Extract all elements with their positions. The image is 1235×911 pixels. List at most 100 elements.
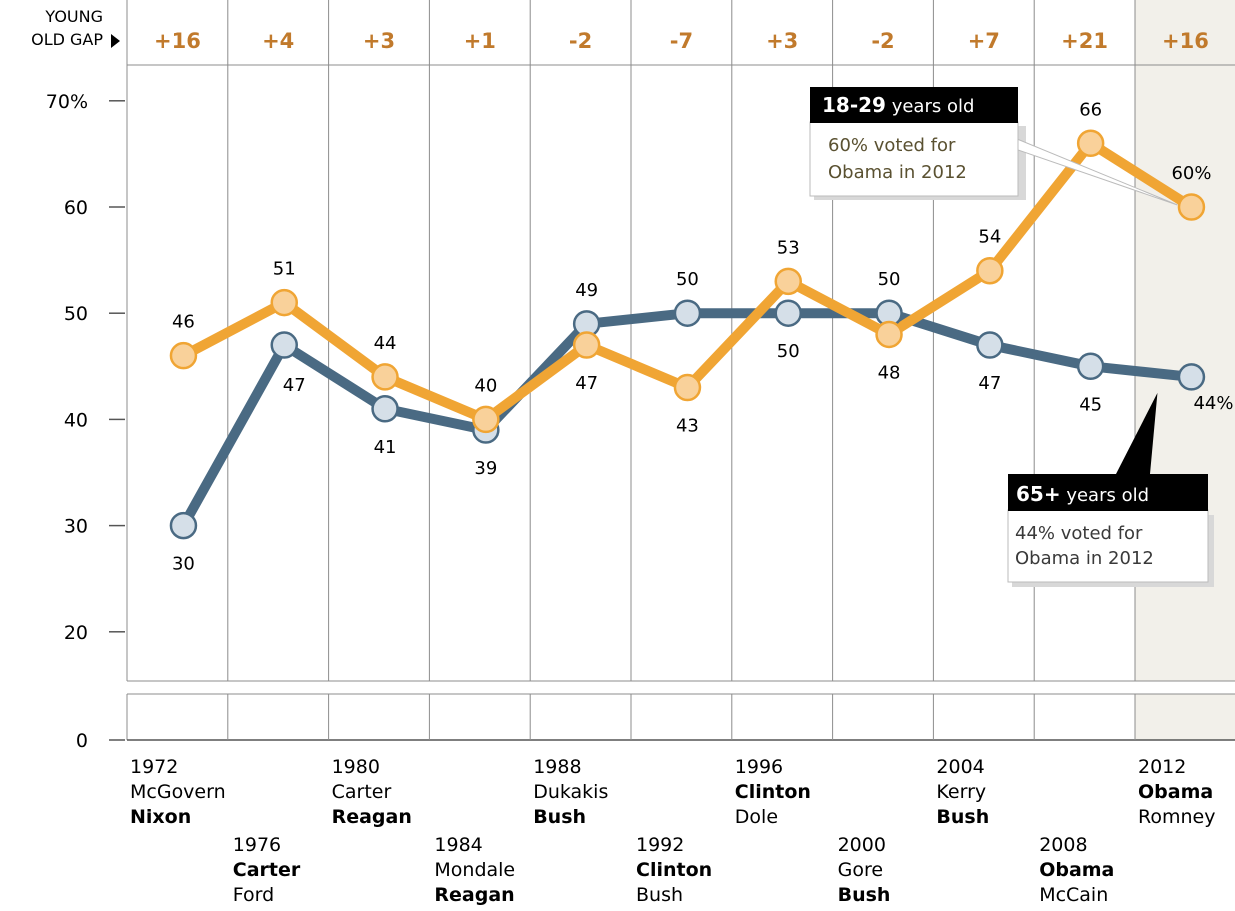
old-data-point (270, 331, 298, 359)
old-data-label: 50 (878, 269, 901, 290)
gap-value: -2 (569, 29, 592, 53)
y-tick-label: 0 (76, 730, 88, 752)
gap-header-line2: OLD GAP (31, 30, 103, 49)
gap-value: +3 (363, 29, 395, 53)
young-data-label: 46 (172, 312, 195, 333)
y-tick-label: 20 (64, 622, 88, 644)
old-data-label: 45 (1079, 394, 1102, 415)
old-data-point (371, 395, 399, 423)
gap-value: +21 (1061, 29, 1108, 53)
candidate-label: Romney (1138, 806, 1215, 828)
election-year-label: 1988 (533, 756, 581, 778)
old-callout-header: 65+ years old (1016, 482, 1149, 506)
gap-value: +16 (154, 29, 201, 53)
candidate-label: Dole (735, 806, 778, 828)
young-callout-header: 18-29 years old (822, 93, 974, 117)
young-data-point (169, 341, 198, 370)
old-data-label: 50 (676, 269, 699, 290)
candidate-label: Bush (838, 884, 891, 906)
young-data-point (1177, 193, 1206, 221)
young-data-point (572, 331, 601, 359)
old-data-label: 39 (474, 458, 497, 479)
y-tick-label: 40 (64, 409, 88, 431)
old-callout-header-bg (1008, 474, 1208, 511)
young-data-point (774, 267, 802, 296)
candidate-label: Carter (332, 781, 392, 803)
candidate-label: Obama (1138, 781, 1213, 803)
labels-layer: 46 51 44 40 47 43 53 48 54 66 60% 30 47 41 39 49 50 50 50 4… (130, 99, 1233, 906)
y-tick-label: 60 (64, 197, 88, 219)
candidate-label: Gore (838, 859, 883, 881)
old-data-point (774, 299, 802, 327)
young-data-label: 54 (978, 227, 1001, 248)
young-data-label: 66 (1079, 99, 1102, 120)
young-data-label: 48 (878, 362, 901, 383)
young-data-point (371, 363, 399, 391)
old-callout-line1: 44% voted for (1015, 523, 1143, 544)
old-callout-box (1007, 509, 1209, 583)
gap-value: -2 (871, 29, 894, 53)
election-year-label: 2008 (1039, 834, 1087, 856)
candidate-label: Ford (233, 884, 274, 906)
y-tick-label: 70% (46, 91, 88, 113)
old-data-point (169, 511, 198, 540)
young-data-label: 44 (374, 333, 397, 354)
election-year-label: 2012 (1138, 756, 1186, 778)
gap-value: +16 (1162, 29, 1209, 53)
candidate-label: Dukakis (533, 781, 608, 803)
candidate-label: Nixon (130, 806, 191, 828)
candidate-label: Bush (936, 806, 989, 828)
candidate-label: Carter (233, 859, 301, 881)
young-data-label: 43 (676, 416, 699, 437)
gap-value: -7 (670, 29, 693, 53)
young-data-point (673, 373, 702, 402)
old-data-label: 47 (978, 373, 1001, 394)
y-tick-label: 50 (64, 303, 88, 325)
candidate-label: Obama (1039, 859, 1114, 881)
election-year-label: 1992 (636, 834, 684, 856)
gap-value: +1 (464, 29, 496, 53)
election-year-label: 1980 (332, 756, 380, 778)
gap-value: +3 (766, 29, 798, 53)
old-data-label: 50 (777, 341, 800, 362)
callouts-layer: 18-29 years old 60% voted for Obama in 201… (809, 87, 1214, 587)
candidate-label: Bush (636, 884, 683, 906)
young-callout-box (809, 121, 1019, 197)
y-tick-label: 30 (64, 516, 88, 538)
candidate-label: Mondale (434, 859, 515, 881)
old-data-label: 44% (1193, 393, 1233, 414)
gap-header-line1: YOUNG (44, 7, 103, 26)
candidate-label: McCain (1039, 884, 1108, 906)
old-data-point (976, 331, 1004, 359)
old-callout-line2: Obama in 2012 (1015, 548, 1154, 569)
young-callout-line1: 60% voted for (828, 135, 956, 156)
gap-header-layer: YOUNG OLD GAP +16 +4 +3 +1 -2 -7 +3 -2 +7 +21 +16 (31, 7, 1209, 53)
old-data-label: 30 (172, 554, 195, 575)
young-data-label: 60% (1171, 163, 1211, 184)
highlight-column-bg-lower (1135, 694, 1235, 740)
old-data-label: 47 (283, 375, 306, 396)
old-data-point (1076, 352, 1105, 381)
candidate-label: Bush (533, 806, 586, 828)
old-data-point (1177, 363, 1206, 391)
candidate-label: Kerry (936, 781, 986, 803)
candidate-label: Clinton (735, 781, 811, 803)
candidate-label: McGovern (130, 781, 226, 803)
young-data-label: 47 (575, 373, 598, 394)
young-callout-line2: Obama in 2012 (828, 162, 967, 183)
young-data-point (472, 405, 500, 434)
old-callout-pointer (1116, 392, 1158, 474)
election-year-label: 1984 (434, 834, 482, 856)
young-data-point (976, 256, 1004, 285)
grid-layer: 70% 60 50 40 30 20 0 (46, 0, 1235, 752)
election-year-label: 1996 (735, 756, 783, 778)
gap-arrow-icon (111, 34, 120, 48)
series-lines-layer (178, 138, 1197, 531)
young-callout-header-bg (810, 87, 1018, 123)
gap-value: +7 (968, 29, 1000, 53)
old-data-label: 41 (374, 437, 397, 458)
markers-layer (169, 129, 1206, 540)
young-data-label: 40 (474, 375, 497, 396)
